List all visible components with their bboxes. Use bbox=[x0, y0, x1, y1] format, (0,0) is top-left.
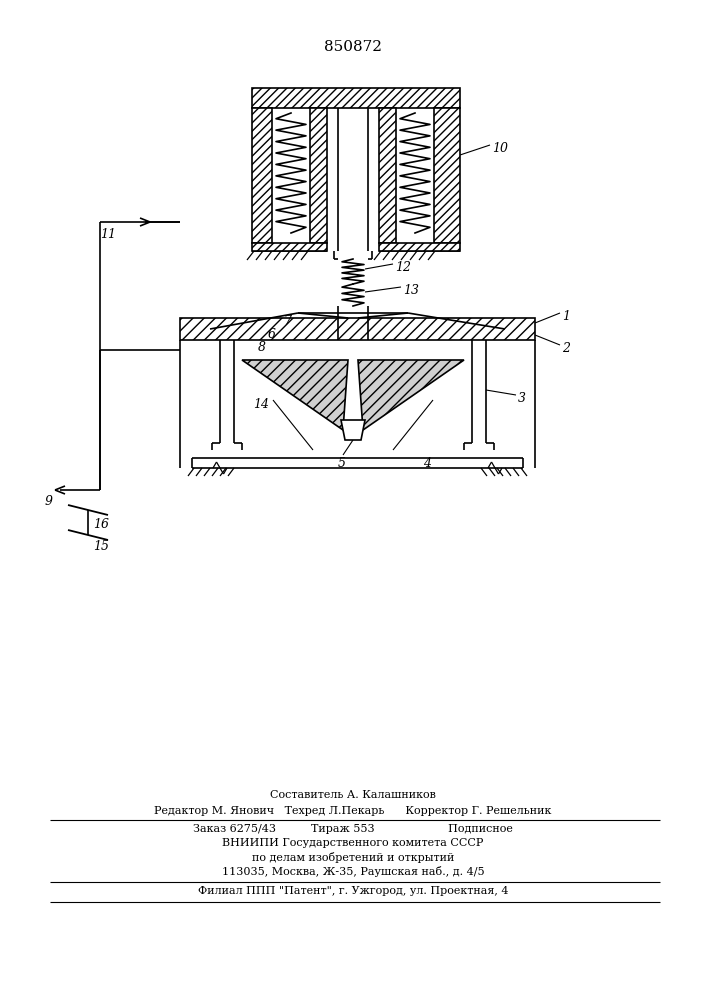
Polygon shape bbox=[341, 420, 365, 440]
Text: 16: 16 bbox=[93, 518, 109, 531]
Text: 4: 4 bbox=[423, 457, 431, 470]
Text: 113035, Москва, Ж-35, Раушская наб., д. 4/5: 113035, Москва, Ж-35, Раушская наб., д. … bbox=[222, 866, 484, 877]
Bar bbox=[379, 243, 460, 251]
Text: Филиал ППП "Патент", г. Ужгород, ул. Проектная, 4: Филиал ППП "Патент", г. Ужгород, ул. Про… bbox=[198, 886, 508, 896]
Polygon shape bbox=[358, 360, 464, 430]
Text: 14: 14 bbox=[253, 398, 269, 411]
Text: по делам изобретений и открытий: по делам изобретений и открытий bbox=[252, 852, 454, 863]
Text: 5: 5 bbox=[338, 457, 346, 470]
Text: 8: 8 bbox=[258, 341, 266, 354]
Bar bbox=[310, 108, 327, 243]
Text: 9: 9 bbox=[45, 495, 53, 508]
Text: 1: 1 bbox=[562, 310, 570, 323]
Text: 11: 11 bbox=[100, 228, 116, 241]
Bar bbox=[252, 243, 327, 251]
Bar bbox=[252, 108, 272, 243]
Text: 3: 3 bbox=[518, 392, 526, 405]
Text: Редактор М. Янович   Техред Л.Пекарь      Корректор Г. Решельник: Редактор М. Янович Техред Л.Пекарь Корре… bbox=[154, 806, 551, 816]
Bar bbox=[434, 108, 460, 243]
Text: 13: 13 bbox=[403, 284, 419, 297]
Polygon shape bbox=[242, 360, 348, 430]
Text: 10: 10 bbox=[492, 142, 508, 155]
Bar bbox=[252, 88, 460, 108]
Text: ВНИИПИ Государственного комитета СССР: ВНИИПИ Государственного комитета СССР bbox=[222, 838, 484, 848]
Text: Заказ 6275/43          Тираж 553                     Подписное: Заказ 6275/43 Тираж 553 Подписное bbox=[193, 824, 513, 834]
Text: 2: 2 bbox=[562, 342, 570, 355]
Bar bbox=[180, 318, 535, 340]
Text: 850872: 850872 bbox=[324, 40, 382, 54]
Text: 15: 15 bbox=[93, 540, 109, 553]
Text: 7: 7 bbox=[283, 315, 291, 328]
Text: Составитель А. Калашников: Составитель А. Калашников bbox=[270, 790, 436, 800]
Text: 6: 6 bbox=[268, 328, 276, 341]
Text: 12: 12 bbox=[395, 261, 411, 274]
Bar bbox=[379, 108, 396, 243]
